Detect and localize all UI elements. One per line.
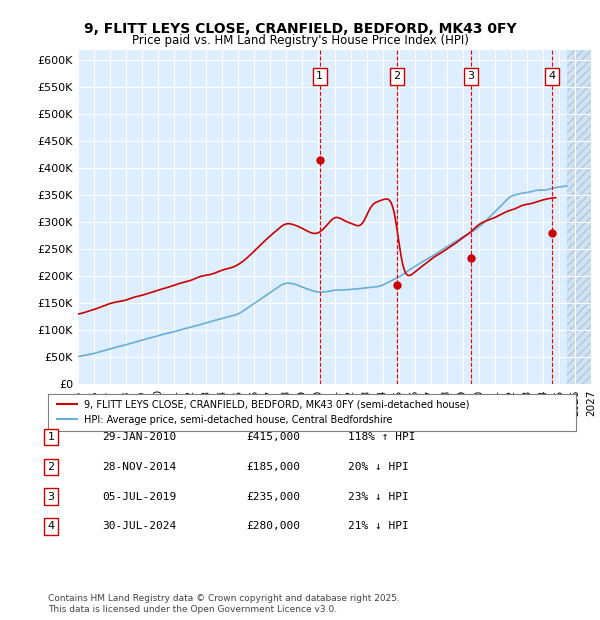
Text: 4: 4 [548,71,556,81]
Text: 20% ↓ HPI: 20% ↓ HPI [348,462,409,472]
Text: 3: 3 [467,71,475,81]
Bar [567,50,591,384]
Text: 21% ↓ HPI: 21% ↓ HPI [348,521,409,531]
Text: 2: 2 [394,71,401,81]
Text: 1: 1 [316,71,323,81]
Legend: 9, FLITT LEYS CLOSE, CRANFIELD, BEDFORD, MK43 0FY (semi-detached house), HPI: Av: 9, FLITT LEYS CLOSE, CRANFIELD, BEDFORD,… [53,396,474,428]
Text: £280,000: £280,000 [246,521,300,531]
Text: 23% ↓ HPI: 23% ↓ HPI [348,492,409,502]
Text: Contains HM Land Registry data © Crown copyright and database right 2025.
This d: Contains HM Land Registry data © Crown c… [48,595,400,614]
Text: 2: 2 [47,462,55,472]
Text: £235,000: £235,000 [246,492,300,502]
Text: 4: 4 [47,521,55,531]
Text: 9, FLITT LEYS CLOSE, CRANFIELD, BEDFORD, MK43 0FY: 9, FLITT LEYS CLOSE, CRANFIELD, BEDFORD,… [83,22,517,36]
Text: £415,000: £415,000 [246,432,300,442]
Text: Price paid vs. HM Land Registry's House Price Index (HPI): Price paid vs. HM Land Registry's House … [131,34,469,47]
Text: 3: 3 [47,492,55,502]
Text: 1: 1 [47,432,55,442]
Text: 29-JAN-2010: 29-JAN-2010 [102,432,176,442]
Text: 28-NOV-2014: 28-NOV-2014 [102,462,176,472]
Text: 05-JUL-2019: 05-JUL-2019 [102,492,176,502]
Text: £185,000: £185,000 [246,462,300,472]
Text: 118% ↑ HPI: 118% ↑ HPI [348,432,415,442]
Text: 30-JUL-2024: 30-JUL-2024 [102,521,176,531]
